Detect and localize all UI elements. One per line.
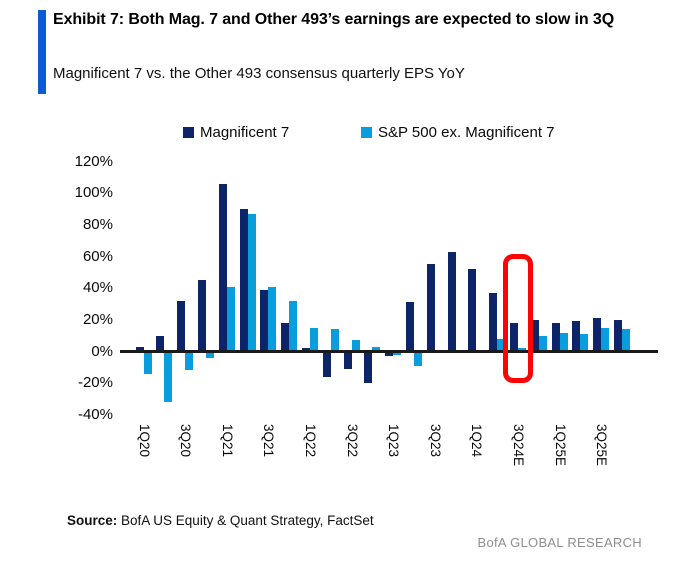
bar-mag7-2Q25E xyxy=(572,321,581,352)
bar-mag7-4Q23 xyxy=(447,251,456,352)
bar-sp500ex-1Q21 xyxy=(226,286,235,352)
x-axis-tick-label-3Q25E: 3Q25E xyxy=(594,424,610,467)
bar-sp500ex-2Q24 xyxy=(497,338,506,352)
bar-sp500ex-4Q22 xyxy=(372,346,381,352)
y-axis-tick-label: -20% xyxy=(77,374,113,392)
x-axis-tick-label-1Q21: 1Q21 xyxy=(219,424,235,458)
bar-mag7-2Q20 xyxy=(156,335,165,352)
y-axis-tick-label: 120% xyxy=(74,152,113,170)
legend-swatch-magnificent-7 xyxy=(183,127,194,138)
bar-mag7-4Q22 xyxy=(364,351,373,384)
y-axis-tick-label: 40% xyxy=(82,279,113,297)
source-prefix: Source: xyxy=(67,513,118,528)
bar-mag7-3Q24E xyxy=(509,323,518,352)
bar-mag7-2Q23 xyxy=(405,302,414,352)
bar-mag7-3Q21 xyxy=(260,289,269,352)
x-axis-tick-label-1Q20: 1Q20 xyxy=(136,424,152,458)
x-axis-tick-label-1Q22: 1Q22 xyxy=(302,424,318,458)
bar-mag7-4Q21 xyxy=(281,323,290,352)
bar-mag7-1Q21 xyxy=(218,183,227,352)
bar-mag7-1Q24 xyxy=(468,269,477,352)
bar-mag7-2Q21 xyxy=(239,209,248,352)
y-axis-tick-label: 20% xyxy=(82,310,113,328)
bar-sp500ex-1Q23 xyxy=(393,351,402,355)
bar-sp500ex-2Q22 xyxy=(330,329,339,352)
bar-mag7-2Q24 xyxy=(489,292,498,352)
source-text: BofA US Equity & Quant Strategy, FactSet xyxy=(117,513,374,528)
bar-mag7-4Q20 xyxy=(197,280,206,352)
bar-sp500ex-2Q25E xyxy=(580,334,589,352)
legend-label-magnificent-7: Magnificent 7 xyxy=(200,124,290,141)
y-axis-tick-label: 0% xyxy=(91,342,113,360)
title-accent-bar xyxy=(38,10,46,94)
y-axis-tick-label: 60% xyxy=(82,247,113,265)
x-axis-tick-label-1Q23: 1Q23 xyxy=(386,424,402,458)
bar-mag7-4Q24E xyxy=(530,319,539,352)
x-axis-tick-label-3Q24E: 3Q24E xyxy=(510,424,526,467)
highlight-box-3q24e xyxy=(502,254,533,383)
bar-sp500ex-3Q22 xyxy=(351,340,360,352)
chart-subtitle: Magnificent 7 vs. the Other 493 consensu… xyxy=(53,65,465,82)
legend-swatch-sp500-ex-mag7 xyxy=(361,127,372,138)
bofa-global-research-brand: BofA GLOBAL RESEARCH xyxy=(477,535,642,550)
bar-sp500ex-1Q20 xyxy=(143,351,152,374)
chart-legend: Magnificent 7 S&P 500 ex. Magnificent 7 xyxy=(0,124,693,142)
y-axis-tick-label: -40% xyxy=(77,405,113,423)
bar-mag7-3Q25E xyxy=(593,318,602,352)
exhibit-title: Exhibit 7: Both Mag. 7 and Other 493’s e… xyxy=(53,11,615,28)
legend-label-sp500-ex-mag7: S&P 500 ex. Magnificent 7 xyxy=(378,124,555,141)
bar-sp500ex-2Q21 xyxy=(247,213,256,352)
bar-mag7-3Q22 xyxy=(343,351,352,369)
bar-sp500ex-3Q20 xyxy=(185,351,194,371)
bar-sp500ex-1Q22 xyxy=(309,327,318,352)
bar-sp500ex-1Q25E xyxy=(559,332,568,352)
x-axis-tick-label-3Q22: 3Q22 xyxy=(344,424,360,458)
x-axis-tick-label-3Q20: 3Q20 xyxy=(178,424,194,458)
source-note: Source: BofA US Equity & Quant Strategy,… xyxy=(67,513,374,528)
bar-sp500ex-4Q24E xyxy=(538,335,547,352)
bar-sp500ex-3Q25E xyxy=(601,327,610,352)
y-axis-tick-label: 100% xyxy=(74,184,113,202)
y-axis-tick-label: 80% xyxy=(82,215,113,233)
bar-mag7-3Q20 xyxy=(177,300,186,352)
bar-mag7-3Q23 xyxy=(426,264,435,352)
bar-sp500ex-4Q20 xyxy=(205,351,214,358)
bar-sp500ex-3Q21 xyxy=(268,286,277,352)
bar-mag7-1Q20 xyxy=(135,346,144,352)
bar-mag7-4Q25E xyxy=(613,319,622,352)
bar-mag7-1Q22 xyxy=(301,348,310,352)
bar-sp500ex-2Q23 xyxy=(413,351,422,366)
bar-mag7-1Q23 xyxy=(385,351,394,357)
x-axis-tick-label-3Q23: 3Q23 xyxy=(427,424,443,458)
bar-mag7-2Q22 xyxy=(322,351,331,377)
bar-mag7-1Q25E xyxy=(551,323,560,352)
bar-sp500ex-3Q24E xyxy=(517,348,526,352)
bar-sp500ex-4Q25E xyxy=(621,329,630,352)
bar-sp500ex-4Q21 xyxy=(289,300,298,352)
bar-sp500ex-2Q20 xyxy=(164,351,173,403)
x-axis-tick-label-1Q25E: 1Q25E xyxy=(552,424,568,467)
x-axis-tick-label-3Q21: 3Q21 xyxy=(261,424,277,458)
x-axis-tick-label-1Q24: 1Q24 xyxy=(469,424,485,458)
x-axis-zero-line xyxy=(120,350,658,353)
